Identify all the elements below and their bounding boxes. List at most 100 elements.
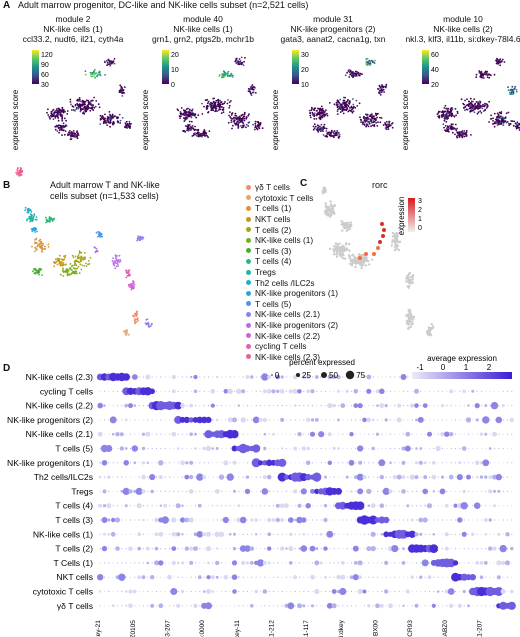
cell-point [228, 101, 231, 104]
cell-point [117, 259, 119, 262]
cell-point [335, 249, 338, 252]
dot [342, 376, 344, 378]
cell-point [61, 134, 63, 136]
dot [307, 519, 309, 521]
dot [112, 447, 114, 450]
dot [376, 562, 379, 564]
dot [394, 519, 396, 521]
dot [142, 562, 145, 564]
dot [283, 474, 290, 480]
cell-point [34, 239, 36, 241]
cell-point [336, 113, 339, 115]
dot [142, 590, 145, 593]
cell-point [214, 110, 217, 113]
cell-point [374, 59, 376, 62]
dot [181, 576, 184, 578]
cell-point [52, 112, 55, 114]
dot [454, 548, 457, 550]
dot [432, 533, 436, 536]
dot [259, 433, 262, 435]
dot [370, 531, 376, 537]
cell-point [258, 127, 261, 130]
cell-point [60, 258, 63, 260]
cell-point [407, 326, 410, 329]
cell-point [111, 113, 114, 116]
cell-point [29, 209, 32, 212]
cell-point [493, 112, 496, 115]
colorbar-label: expression [397, 197, 406, 236]
dot [133, 404, 137, 407]
dot [337, 405, 340, 407]
cell-point [76, 130, 78, 133]
dot [359, 419, 361, 421]
legend-swatch [246, 301, 251, 307]
cell-point [206, 102, 209, 105]
dot [398, 590, 400, 593]
dot [388, 489, 393, 494]
cell-point [471, 103, 474, 106]
cell-point [243, 117, 246, 120]
dot [186, 376, 188, 378]
cell-point [470, 105, 472, 107]
dot [493, 519, 496, 521]
cell-point [254, 92, 257, 94]
dot [327, 374, 333, 380]
dot [450, 419, 452, 421]
cell-point [351, 253, 355, 256]
dot [303, 390, 305, 392]
cell-point [508, 124, 511, 127]
dot [246, 605, 249, 607]
cell-point [76, 135, 78, 137]
cell-point [316, 129, 319, 132]
dot [381, 590, 383, 593]
dot [242, 376, 244, 378]
cell-point [475, 73, 478, 76]
cell-point [40, 245, 43, 248]
cell-point [323, 186, 327, 190]
cell-point [124, 122, 127, 124]
cell-point [345, 226, 348, 229]
cell-point [72, 267, 75, 269]
dot [259, 605, 262, 607]
dot [383, 516, 390, 524]
dot [389, 519, 392, 521]
dot [426, 503, 433, 509]
dot [419, 575, 423, 579]
dot [480, 405, 483, 407]
cell-point [98, 71, 100, 74]
dot [236, 517, 242, 523]
dot [329, 548, 331, 550]
dot [155, 462, 158, 464]
cell-point [57, 260, 59, 262]
dot [332, 446, 336, 451]
cell-point [232, 124, 234, 127]
cell-point [119, 260, 122, 263]
cell-point [82, 103, 85, 106]
dot [163, 503, 168, 508]
dot [190, 447, 192, 450]
dot [475, 475, 479, 479]
cell-point [91, 103, 93, 106]
cell-point [58, 260, 61, 263]
dot [388, 603, 393, 609]
cell-point [120, 86, 123, 89]
cell-point [462, 132, 465, 134]
cell-point [55, 109, 58, 112]
panel-b-title-line1: Adult marrow T and NK-like [50, 180, 160, 190]
cell-point [342, 245, 346, 249]
cell-point [127, 333, 130, 336]
dot [333, 476, 335, 478]
cell-point [466, 98, 468, 100]
dot [171, 546, 177, 551]
dot [252, 444, 261, 453]
dot [459, 562, 461, 564]
cell-point [248, 113, 250, 116]
dot [151, 462, 153, 464]
dot [216, 547, 219, 550]
dot [142, 605, 145, 607]
dot [467, 505, 470, 507]
dot [505, 560, 510, 566]
dot [203, 390, 205, 392]
dot [173, 605, 175, 607]
cell-point [391, 241, 394, 244]
